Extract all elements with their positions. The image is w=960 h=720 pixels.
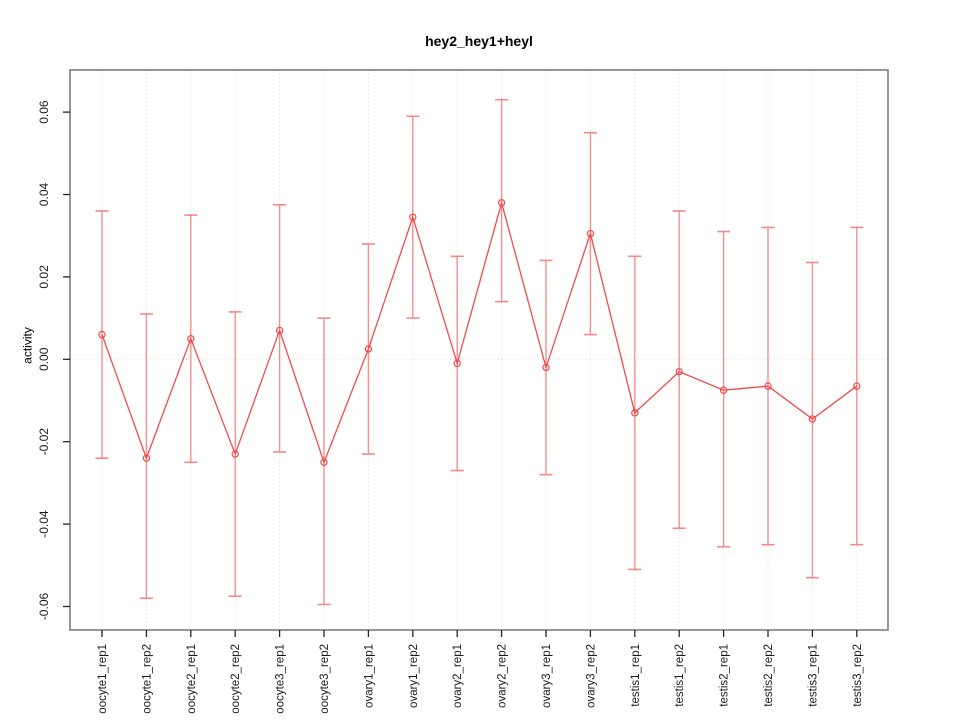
x-tick-label: ovary1_rep2: [408, 644, 420, 708]
x-tick-label: ovary3_rep2: [585, 644, 597, 708]
chart-title: hey2_hey1+heyl: [425, 33, 533, 49]
data-point: [542, 363, 550, 372]
data-point: [275, 326, 284, 335]
y-tick-label: -0.04: [37, 510, 51, 538]
x-tick-label: testis1_rep1: [630, 644, 642, 707]
data-point: [675, 367, 683, 376]
data-point: [409, 213, 417, 221]
x-tick-label: testis2_rep2: [763, 644, 775, 707]
x-tick-label: ovary2_rep2: [497, 644, 509, 708]
y-tick-label: -0.02: [37, 428, 51, 456]
data-point: [98, 330, 106, 339]
data-point: [453, 359, 461, 368]
y-tick-label: 0.06: [37, 100, 51, 124]
x-tick-label: oocyte1_rep2: [141, 644, 153, 714]
x-tick-label: testis3_rep2: [852, 644, 864, 707]
y-tick-label: -0.06: [37, 593, 51, 621]
data-point: [808, 415, 817, 423]
plot-frame: [69, 69, 889, 631]
x-tick-label: ovary2_rep1: [452, 644, 464, 708]
data-point: [853, 382, 861, 390]
x-tick-label: oocyte2_rep2: [230, 644, 242, 714]
x-tick-label: oocyte3_rep1: [275, 644, 287, 714]
data-point: [142, 454, 151, 462]
x-tick-label: oocyte1_rep1: [97, 644, 109, 714]
data-point: [497, 199, 506, 207]
data-point: [586, 229, 595, 238]
data-point: [719, 386, 728, 394]
x-tick-label: testis3_rep1: [807, 644, 819, 707]
data-point: [187, 335, 195, 343]
y-tick-label: 0.04: [37, 182, 51, 206]
y-tick-label: 0.00: [37, 347, 51, 371]
x-tick-label: ovary3_rep1: [541, 644, 553, 708]
data-point: [764, 382, 772, 390]
x-tick-label: testis1_rep2: [674, 644, 686, 707]
y-tick-label: 0.02: [37, 265, 51, 289]
x-tick-label: oocyte2_rep1: [186, 644, 198, 714]
data-point: [364, 345, 373, 353]
x-tick-label: ovary1_rep1: [363, 644, 375, 708]
data-point: [231, 450, 239, 458]
x-tick-label: testis2_rep1: [719, 644, 731, 707]
data-point: [320, 458, 328, 466]
x-tick-label: oocyte3_rep2: [319, 644, 331, 714]
data-line: [101, 200, 858, 465]
data-point: [631, 409, 639, 417]
